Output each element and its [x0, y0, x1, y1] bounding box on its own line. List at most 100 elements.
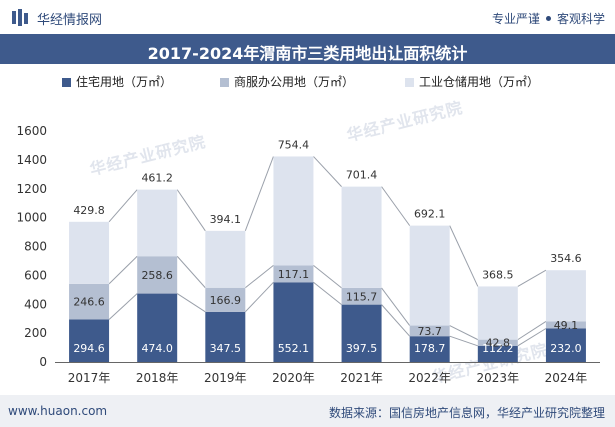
legend-swatch-industrial — [405, 78, 414, 87]
legend-swatch-commercial — [220, 78, 229, 87]
connector-line-commercial — [449, 325, 479, 341]
bar-segment-residential — [205, 311, 246, 362]
connector-line-commercial — [245, 264, 274, 289]
bar-segment-residential — [477, 345, 518, 362]
data-label-industrial: 461.2 — [141, 172, 173, 185]
connector-line-residential — [108, 293, 138, 320]
x-tick-label: 2018年 — [136, 371, 179, 385]
connector-line-industrial — [108, 189, 138, 223]
bar-segment-commercial — [69, 283, 110, 320]
legend-label-residential: 住宅用地（万㎡） — [76, 75, 173, 89]
bar-segment-industrial — [477, 286, 518, 340]
x-tick-label: 2024年 — [545, 371, 588, 385]
data-label-industrial: 368.5 — [482, 268, 514, 281]
connector-line-industrial — [449, 225, 479, 287]
y-tick-label: 600 — [24, 268, 47, 282]
data-label-industrial: 692.1 — [414, 208, 446, 221]
bar-segment-industrial — [137, 189, 178, 257]
y-tick-label: 1600 — [16, 124, 47, 138]
y-tick-label: 400 — [24, 297, 47, 311]
connector-line-residential — [517, 328, 547, 347]
bar-segment-commercial — [273, 265, 314, 283]
top-bar: 华经情报网 专业严谨 客观科学 — [0, 0, 615, 34]
connector-line-industrial — [381, 186, 411, 226]
data-label-industrial: 754.4 — [278, 138, 310, 151]
data-label-commercial: 258.6 — [141, 269, 173, 282]
y-tick-label: 1400 — [16, 153, 47, 167]
bar-segment-residential — [409, 336, 450, 362]
y-tick-label: 1000 — [16, 211, 47, 225]
connector-line-commercial — [313, 264, 342, 289]
data-label-industrial: 701.4 — [346, 169, 378, 182]
data-label-residential: 347.5 — [210, 342, 242, 355]
connector-line-commercial — [176, 255, 206, 289]
site-url: www.huaon.com — [8, 404, 108, 418]
data-label-residential: 474.0 — [141, 342, 173, 355]
bar-segment-industrial — [545, 270, 586, 322]
bar-segment-residential — [341, 304, 382, 362]
legend-label-industrial: 工业仓储用地（万㎡） — [419, 75, 540, 89]
connector-line-industrial — [244, 156, 274, 232]
data-label-industrial: 394.1 — [210, 213, 242, 226]
bar-segment-commercial — [205, 287, 246, 312]
logo-icon — [12, 9, 28, 26]
data-label-commercial: 49.1 — [554, 319, 579, 332]
y-tick-label: 200 — [24, 326, 47, 340]
data-label-industrial: 354.6 — [550, 252, 582, 265]
connector-line-commercial — [108, 255, 138, 285]
data-label-residential: 232.0 — [550, 342, 582, 355]
data-label-industrial: 429.8 — [73, 204, 105, 217]
data-label-commercial: 42.8 — [486, 337, 511, 350]
bar-segment-industrial — [341, 186, 382, 288]
x-tick-label: 2022年 — [408, 371, 451, 385]
data-label-commercial: 246.6 — [73, 296, 105, 309]
footer: www.huaon.com 数据来源：国信房地产信息网，华经产业研究院整理 — [0, 395, 615, 427]
data-label-residential: 552.1 — [278, 342, 310, 355]
data-label-commercial: 166.9 — [210, 294, 242, 307]
connector-line-commercial — [517, 320, 547, 341]
data-label-commercial: 117.1 — [278, 268, 310, 281]
separator-dot — [545, 16, 551, 21]
bar-segment-commercial — [409, 325, 450, 337]
legend-label-commercial: 商服办公用地（万㎡） — [234, 75, 355, 89]
connector-line-residential — [313, 281, 342, 306]
bar-segment-residential — [137, 293, 178, 362]
connector-line-industrial — [517, 269, 547, 287]
data-label-residential: 397.5 — [346, 342, 378, 355]
data-label-commercial: 73.7 — [417, 325, 442, 338]
y-tick-label: 1200 — [16, 182, 47, 196]
bar-segment-residential — [545, 328, 586, 362]
y-tick-label: 800 — [24, 240, 47, 254]
legend-item-industrial: 工业仓储用地（万㎡） — [405, 73, 539, 90]
connector-line-residential — [176, 293, 206, 313]
title-bar: 2017-2024年渭南市三类用地出让面积统计 — [0, 34, 615, 64]
bar-segment-commercial — [545, 321, 586, 329]
data-label-residential: 112.2 — [482, 342, 514, 355]
brand-name: 华经情报网 — [37, 13, 103, 28]
connector-line-industrial — [313, 156, 342, 187]
connector-line-commercial — [381, 287, 411, 326]
x-tick-label: 2020年 — [272, 371, 315, 385]
bar-segment-industrial — [69, 221, 110, 284]
connector-line-residential — [244, 281, 274, 313]
connector-line-industrial — [176, 189, 206, 232]
legend-swatch-residential — [62, 78, 71, 87]
legend-item-commercial: 商服办公用地（万㎡） — [220, 73, 354, 90]
x-tick-label: 2023年 — [477, 371, 520, 385]
connector-line-residential — [381, 304, 411, 337]
x-tick-label: 2021年 — [340, 371, 383, 385]
bar-segment-commercial — [341, 287, 382, 305]
bar-segment-industrial — [273, 156, 314, 266]
y-tick-label: 0 — [39, 355, 47, 369]
bar-segment-commercial — [477, 339, 518, 346]
legend-item-residential: 住宅用地（万㎡） — [62, 73, 172, 90]
slogan-1: 专业严谨 — [491, 12, 540, 26]
bar-segment-residential — [69, 319, 110, 362]
data-label-commercial: 115.7 — [346, 290, 378, 303]
chart-title: 2017-2024年渭南市三类用地出让面积统计 — [147, 44, 468, 63]
x-tick-label: 2019年 — [204, 371, 247, 385]
bar-segment-industrial — [205, 230, 246, 288]
data-label-residential: 178.7 — [414, 342, 446, 355]
x-tick-label: 2017年 — [68, 371, 111, 385]
bar-segment-commercial — [137, 256, 178, 294]
